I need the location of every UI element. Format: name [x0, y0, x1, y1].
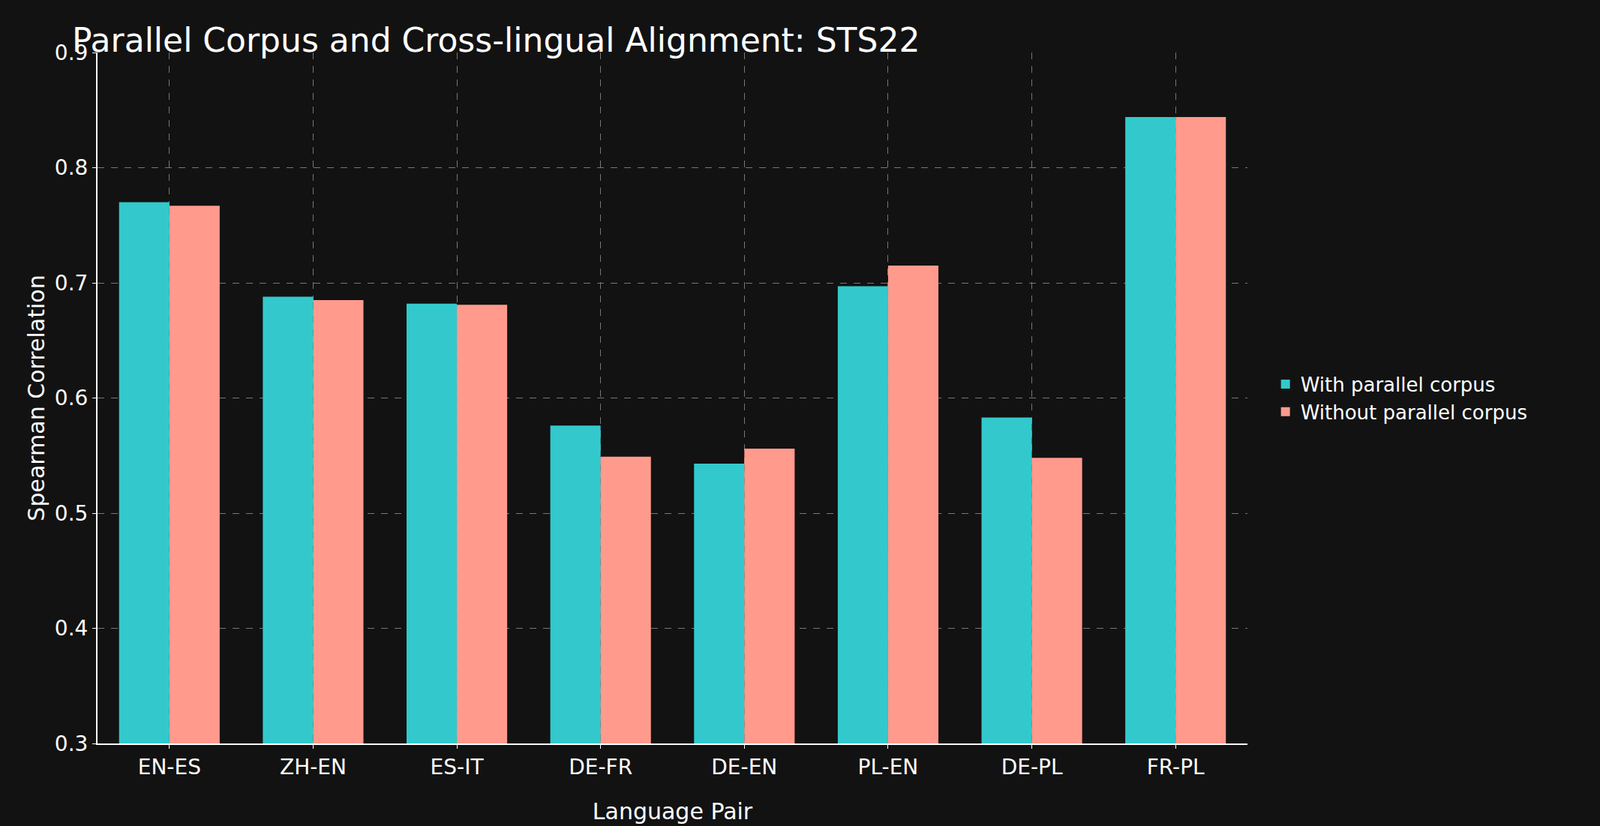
- svg-text:0.9: 0.9: [54, 40, 89, 66]
- svg-text:PL-EN: PL-EN: [858, 754, 919, 780]
- svg-text:With parallel corpus: With parallel corpus: [1300, 373, 1496, 397]
- svg-text:FR-PL: FR-PL: [1146, 754, 1205, 780]
- svg-text:DE-FR: DE-FR: [568, 754, 633, 780]
- svg-text:ES-IT: ES-IT: [430, 754, 485, 780]
- svg-text:0.7: 0.7: [54, 270, 89, 296]
- svg-text:EN-ES: EN-ES: [138, 754, 202, 780]
- svg-text:DE-EN: DE-EN: [711, 754, 778, 780]
- svg-text:0.4: 0.4: [54, 615, 89, 641]
- svg-text:ZH-EN: ZH-EN: [279, 754, 347, 780]
- svg-text:0.3: 0.3: [54, 731, 89, 757]
- svg-text:0.8: 0.8: [54, 155, 89, 181]
- svg-text:Spearman Correlation: Spearman Correlation: [23, 274, 50, 521]
- svg-text:0.5: 0.5: [54, 501, 89, 526]
- svg-text:0.6: 0.6: [54, 385, 89, 411]
- svg-text:Language Pair: Language Pair: [592, 798, 754, 825]
- svg-text:Without parallel corpus: Without parallel corpus: [1300, 401, 1528, 424]
- svg-text:DE-PL: DE-PL: [1001, 754, 1063, 780]
- svg-text:Parallel Corpus and Cross-ling: Parallel Corpus and Cross-lingual Alignm…: [72, 21, 920, 60]
